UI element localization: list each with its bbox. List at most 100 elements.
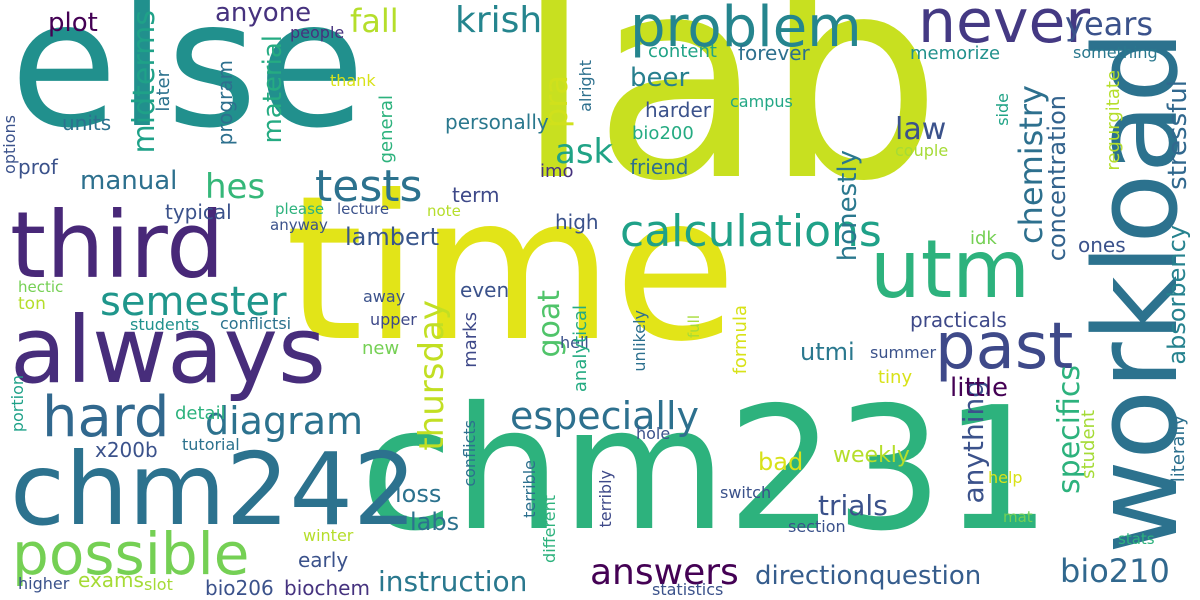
word-help: help bbox=[988, 468, 1023, 487]
word-chm231: chm231 bbox=[360, 371, 1052, 569]
word-student: student bbox=[1078, 410, 1099, 479]
word-time: time bbox=[285, 153, 737, 386]
word-harder: harder bbox=[645, 98, 712, 122]
word-regurgitate: regurgitate bbox=[1103, 70, 1124, 171]
word-anyone: anyone bbox=[215, 0, 312, 28]
word-something: something bbox=[1073, 43, 1158, 62]
word-students: students bbox=[130, 315, 200, 334]
word-statistics: statistics bbox=[652, 580, 724, 599]
word-else: else bbox=[10, 0, 366, 167]
word-friend: friend bbox=[630, 155, 689, 179]
word-stressful: stressful bbox=[1163, 80, 1193, 190]
word-x200b: x200b bbox=[95, 438, 158, 462]
word-note: note bbox=[427, 202, 461, 220]
word-imo: imo bbox=[540, 161, 574, 182]
word-people: people bbox=[290, 23, 345, 42]
word-utm: utm bbox=[870, 223, 1030, 316]
word-absorbency: absorbency bbox=[1163, 225, 1191, 365]
word-bio200: bio200 bbox=[632, 123, 694, 144]
word-fall: fall bbox=[350, 2, 399, 40]
word-bad: bad bbox=[758, 448, 804, 476]
word-directionquestion: directionquestion bbox=[755, 561, 982, 591]
word-tiny: tiny bbox=[878, 367, 913, 388]
word-thursday: thursday bbox=[412, 300, 452, 451]
word-plot: plot bbox=[48, 8, 98, 38]
word-typical: typical bbox=[165, 200, 232, 224]
word-calculations: calculations bbox=[620, 206, 882, 257]
word-weekly: weekly bbox=[833, 443, 910, 468]
word-hes: hes bbox=[205, 167, 266, 207]
word-tutorial: tutorial bbox=[182, 435, 240, 454]
word-alright: alright bbox=[576, 60, 595, 112]
word-terribly: terribly bbox=[596, 470, 615, 528]
word-full: full bbox=[685, 315, 703, 339]
word-little: little bbox=[950, 373, 1009, 403]
word-marks: marks bbox=[460, 312, 481, 368]
word-always: always bbox=[10, 297, 326, 404]
word-biochem: biochem bbox=[284, 576, 370, 600]
word-trials: trials bbox=[818, 489, 888, 522]
word-terrible: terrible bbox=[520, 460, 539, 518]
word-term: term bbox=[452, 183, 500, 207]
word-krish: krish bbox=[455, 0, 543, 41]
word-material: material bbox=[258, 35, 288, 144]
word-mat: mat bbox=[1003, 508, 1033, 526]
word-years: years bbox=[1065, 5, 1154, 43]
word-campus: campus bbox=[730, 92, 793, 111]
word-chm242: chm242 bbox=[10, 431, 417, 548]
word-tests: tests bbox=[315, 161, 423, 212]
word-program: program bbox=[213, 60, 237, 146]
word-third: third bbox=[10, 192, 225, 299]
word-bio206: bio206 bbox=[205, 576, 274, 600]
word-bio210: bio210 bbox=[1060, 552, 1170, 590]
word-answers: answers bbox=[590, 552, 739, 593]
word-ask: ask bbox=[555, 132, 614, 172]
word-beer: beer bbox=[630, 63, 690, 93]
word-stats: stats bbox=[1118, 530, 1155, 548]
word-high: high bbox=[555, 210, 599, 234]
word-unlikely: unlikely bbox=[630, 310, 649, 372]
word-please: please bbox=[275, 200, 325, 218]
word-side: side bbox=[993, 93, 1012, 126]
word-past: past bbox=[935, 310, 1074, 384]
word-early: early bbox=[298, 548, 349, 572]
word-problem: problem bbox=[630, 0, 862, 60]
word-hole: hole bbox=[636, 424, 671, 443]
word-ton: ton bbox=[18, 294, 46, 314]
word-couple: couple bbox=[895, 141, 949, 160]
word-summer: summer bbox=[870, 343, 937, 362]
word-even: even bbox=[460, 278, 510, 302]
word-possible: possible bbox=[12, 520, 250, 588]
word-section: section bbox=[788, 517, 846, 536]
word-exams: exams bbox=[78, 568, 144, 592]
word-loss: loss bbox=[395, 480, 442, 508]
word-conflictsi: conflictsi bbox=[220, 314, 292, 333]
word-instruction: instruction bbox=[378, 565, 528, 598]
word-lab: lab bbox=[515, 0, 943, 243]
word-especially: especially bbox=[510, 394, 700, 438]
word-lambert: lambert bbox=[345, 223, 440, 251]
word-lecture: lecture bbox=[337, 200, 390, 218]
word-later: later bbox=[153, 70, 174, 112]
word-anyway: anyway bbox=[270, 216, 328, 234]
word-practicals: practicals bbox=[910, 308, 1007, 332]
word-units: units bbox=[62, 111, 112, 135]
word-manual: manual bbox=[80, 166, 178, 196]
word-law: law bbox=[895, 112, 947, 147]
word-honestly: honestly bbox=[833, 150, 863, 262]
word-formula: formula bbox=[730, 305, 751, 375]
word-different: different bbox=[540, 495, 559, 563]
word-labs: labs bbox=[410, 508, 460, 536]
word-ones: ones bbox=[1078, 233, 1126, 257]
word-higher: higher bbox=[18, 574, 70, 593]
word-general: general bbox=[376, 95, 397, 164]
word-switch: switch bbox=[720, 483, 772, 502]
word-content: content bbox=[648, 41, 717, 62]
word-prof: prof bbox=[18, 155, 58, 179]
word-thank: thank bbox=[330, 71, 376, 90]
word-semester: semester bbox=[100, 279, 287, 325]
word-personally: personally bbox=[445, 110, 549, 134]
word-hectic: hectic bbox=[18, 278, 64, 296]
word-conflicts: conflicts bbox=[460, 420, 479, 487]
